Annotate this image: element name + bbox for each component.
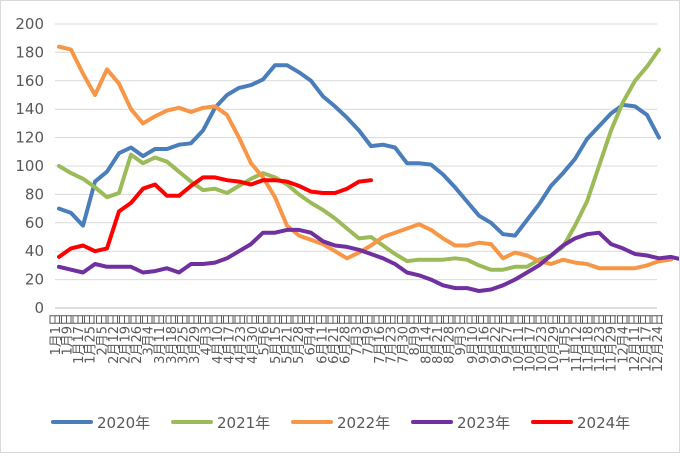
legend: 2020年 2021年 2022年 2023年 2024年 xyxy=(53,414,630,432)
y-tick-label: 80 xyxy=(25,185,44,203)
legend-label: 2023年 xyxy=(457,414,510,432)
y-tick-label: 60 xyxy=(25,214,44,232)
x-axis: 1月1日1月9日1月17日1月25日2月5日2月12日2月19日2月26日3月4… xyxy=(49,313,666,372)
y-axis: 0 20 40 60 80 100 120 140 160 180 200 xyxy=(15,15,44,317)
y-tick-label: 120 xyxy=(15,129,44,147)
legend-label: 2022年 xyxy=(337,414,390,432)
y-tick-label: 100 xyxy=(15,157,44,175)
y-tick-label: 20 xyxy=(25,271,44,289)
y-tick-label: 40 xyxy=(25,242,44,260)
series-line-2021年 xyxy=(59,50,659,270)
series-line-2020年 xyxy=(59,65,659,235)
y-tick-label: 160 xyxy=(15,72,44,90)
series-lines xyxy=(59,47,679,292)
legend-label: 2024年 xyxy=(577,414,630,432)
y-tick-label: 180 xyxy=(15,43,44,61)
legend-label: 2021年 xyxy=(217,414,270,432)
y-tick-label: 0 xyxy=(34,299,44,317)
y-tick-label: 200 xyxy=(15,15,44,33)
x-tick-label: 12月24日 xyxy=(651,313,666,372)
legend-label: 2020年 xyxy=(97,414,150,432)
y-tick-label: 140 xyxy=(15,100,44,118)
